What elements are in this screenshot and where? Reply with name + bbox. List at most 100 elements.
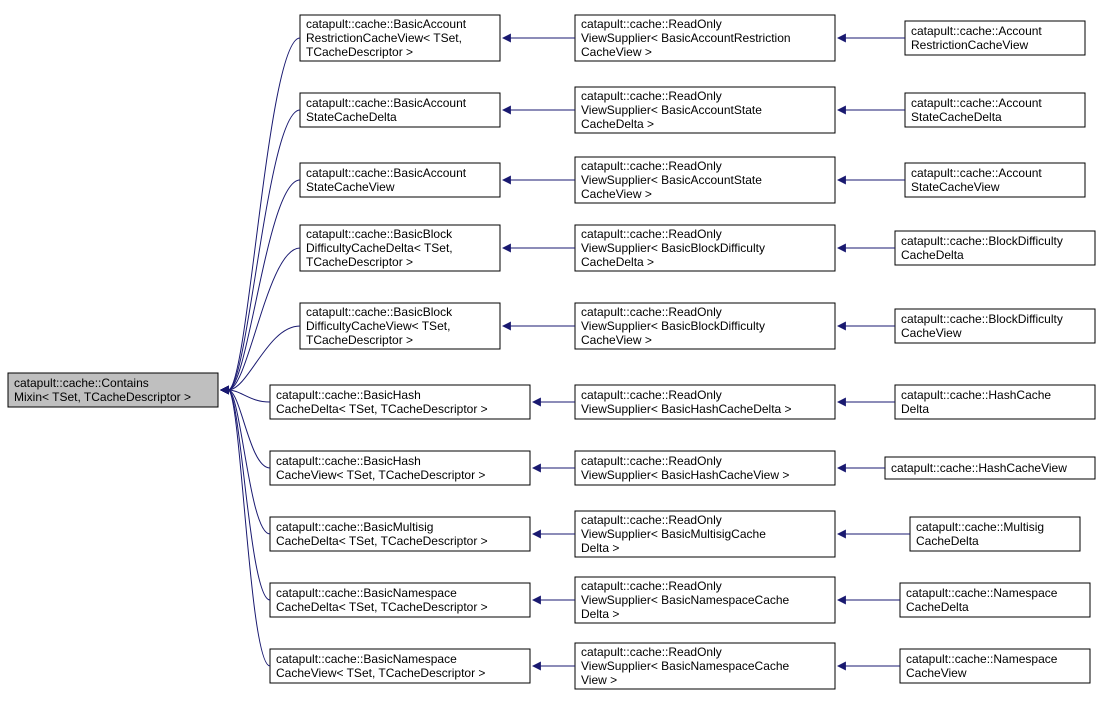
node-l2[interactable]: catapult::cache::AccountStateCacheView <box>905 163 1085 197</box>
node-l1[interactable]: catapult::cache::AccountStateCacheDelta <box>905 93 1085 127</box>
node-label: RestrictionCacheView <box>911 38 1028 52</box>
node-label: catapult::cache::Account <box>911 166 1042 180</box>
node-label: catapult::cache::BasicHash <box>276 454 421 468</box>
node-label: StateCacheView <box>306 180 395 194</box>
node-r2[interactable]: catapult::cache::ReadOnlyViewSupplier< B… <box>575 157 835 203</box>
node-label: catapult::cache::BasicAccount <box>306 166 467 180</box>
node-b7[interactable]: catapult::cache::BasicMultisigCacheDelta… <box>270 517 530 551</box>
node-label: catapult::cache::BasicMultisig <box>276 520 433 534</box>
node-label: Delta > <box>581 541 619 555</box>
node-label: StateCacheDelta <box>306 110 397 124</box>
node-b8[interactable]: catapult::cache::BasicNamespaceCacheDelt… <box>270 583 530 617</box>
node-b9[interactable]: catapult::cache::BasicNamespaceCacheView… <box>270 649 530 683</box>
node-label: catapult::cache::BlockDifficulty <box>901 312 1063 326</box>
node-r0[interactable]: catapult::cache::ReadOnlyViewSupplier< B… <box>575 15 835 61</box>
node-label: View > <box>581 673 617 687</box>
node-b2[interactable]: catapult::cache::BasicAccountStateCacheV… <box>300 163 500 197</box>
node-b4[interactable]: catapult::cache::BasicBlockDifficultyCac… <box>300 303 500 349</box>
node-r8[interactable]: catapult::cache::ReadOnlyViewSupplier< B… <box>575 577 835 623</box>
node-label: ViewSupplier< BasicAccountState <box>581 173 762 187</box>
node-l6[interactable]: catapult::cache::HashCacheView <box>885 457 1095 479</box>
node-label: CacheDelta< TSet, TCacheDescriptor > <box>276 402 488 416</box>
node-label: TCacheDescriptor > <box>306 333 413 347</box>
node-label: catapult::cache::BasicHash <box>276 388 421 402</box>
node-label: catapult::cache::ReadOnly <box>581 227 722 241</box>
node-r3[interactable]: catapult::cache::ReadOnlyViewSupplier< B… <box>575 225 835 271</box>
node-label: ViewSupplier< BasicAccountState <box>581 103 762 117</box>
node-label: catapult::cache::Account <box>911 96 1042 110</box>
node-l8[interactable]: catapult::cache::NamespaceCacheDelta <box>900 583 1090 617</box>
node-label: StateCacheDelta <box>911 110 1002 124</box>
node-label: StateCacheView <box>911 180 1000 194</box>
node-label: CacheDelta <box>906 600 969 614</box>
node-label: CacheDelta <box>916 534 979 548</box>
node-b5[interactable]: catapult::cache::BasicHashCacheDelta< TS… <box>270 385 530 419</box>
node-label: ViewSupplier< BasicNamespaceCache <box>581 593 790 607</box>
node-r6[interactable]: catapult::cache::ReadOnlyViewSupplier< B… <box>575 451 835 485</box>
node-label: catapult::cache::Multisig <box>916 520 1044 534</box>
node-label: catapult::cache::ReadOnly <box>581 645 722 659</box>
node-label: ViewSupplier< BasicHashCacheDelta > <box>581 402 792 416</box>
node-l0[interactable]: catapult::cache::AccountRestrictionCache… <box>905 21 1085 55</box>
node-l7[interactable]: catapult::cache::MultisigCacheDelta <box>910 517 1080 551</box>
node-label: catapult::cache::BlockDifficulty <box>901 234 1063 248</box>
node-label: CacheDelta< TSet, TCacheDescriptor > <box>276 534 488 548</box>
node-l3[interactable]: catapult::cache::BlockDifficultyCacheDel… <box>895 231 1095 265</box>
node-label: Delta <box>901 402 929 416</box>
node-label: ViewSupplier< BasicAccountRestriction <box>581 31 791 45</box>
node-label: catapult::cache::Contains <box>14 376 149 390</box>
node-b0[interactable]: catapult::cache::BasicAccountRestriction… <box>300 15 500 61</box>
node-r5[interactable]: catapult::cache::ReadOnlyViewSupplier< B… <box>575 385 835 419</box>
node-label: CacheDelta > <box>581 255 654 269</box>
node-label: CacheDelta< TSet, TCacheDescriptor > <box>276 600 488 614</box>
node-r9[interactable]: catapult::cache::ReadOnlyViewSupplier< B… <box>575 643 835 689</box>
node-label: catapult::cache::ReadOnly <box>581 17 722 31</box>
node-label: catapult::cache::ReadOnly <box>581 388 722 402</box>
node-l5[interactable]: catapult::cache::HashCacheDelta <box>895 385 1095 419</box>
node-b6[interactable]: catapult::cache::BasicHashCacheView< TSe… <box>270 451 530 485</box>
node-r4[interactable]: catapult::cache::ReadOnlyViewSupplier< B… <box>575 303 835 349</box>
node-label: catapult::cache::HashCache <box>901 388 1051 402</box>
node-label: catapult::cache::HashCacheView <box>891 461 1067 475</box>
node-label: CacheDelta <box>901 248 964 262</box>
node-label: ViewSupplier< BasicHashCacheView > <box>581 468 789 482</box>
node-label: CacheView > <box>581 333 652 347</box>
edge-b9-to-root <box>228 390 270 666</box>
node-label: Mixin< TSet, TCacheDescriptor > <box>14 390 191 404</box>
node-b3[interactable]: catapult::cache::BasicBlockDifficultyCac… <box>300 225 500 271</box>
node-label: catapult::cache::ReadOnly <box>581 159 722 173</box>
node-b1[interactable]: catapult::cache::BasicAccountStateCacheD… <box>300 93 500 127</box>
node-label: CacheView > <box>581 45 652 59</box>
node-l9[interactable]: catapult::cache::NamespaceCacheView <box>900 649 1090 683</box>
node-label: catapult::cache::Namespace <box>906 652 1058 666</box>
inheritance-diagram: catapult::cache::ContainsMixin< TSet, TC… <box>0 0 1101 720</box>
node-r7[interactable]: catapult::cache::ReadOnlyViewSupplier< B… <box>575 511 835 557</box>
node-label: CacheView > <box>581 187 652 201</box>
node-label: TCacheDescriptor > <box>306 45 413 59</box>
node-r1[interactable]: catapult::cache::ReadOnlyViewSupplier< B… <box>575 87 835 133</box>
node-label: CacheView< TSet, TCacheDescriptor > <box>276 468 485 482</box>
node-label: ViewSupplier< BasicBlockDifficulty <box>581 319 765 333</box>
node-label: catapult::cache::BasicAccount <box>306 96 467 110</box>
node-label: CacheView <box>906 666 967 680</box>
node-label: ViewSupplier< BasicMultisigCache <box>581 527 766 541</box>
node-label: catapult::cache::BasicBlock <box>306 227 453 241</box>
edge-b1-to-root <box>228 110 300 390</box>
node-label: catapult::cache::BasicNamespace <box>276 652 457 666</box>
node-label: catapult::cache::ReadOnly <box>581 454 722 468</box>
edge-b0-to-root <box>228 38 300 390</box>
node-label: catapult::cache::Namespace <box>906 586 1058 600</box>
node-label: ViewSupplier< BasicNamespaceCache <box>581 659 790 673</box>
node-label: CacheView< TSet, TCacheDescriptor > <box>276 666 485 680</box>
node-label: catapult::cache::BasicBlock <box>306 305 453 319</box>
edge-b4-to-root <box>228 326 300 390</box>
node-label: catapult::cache::ReadOnly <box>581 579 722 593</box>
node-l4[interactable]: catapult::cache::BlockDifficultyCacheVie… <box>895 309 1095 343</box>
node-label: catapult::cache::BasicNamespace <box>276 586 457 600</box>
node-root[interactable]: catapult::cache::ContainsMixin< TSet, TC… <box>8 373 218 407</box>
node-label: RestrictionCacheView< TSet, <box>306 31 462 45</box>
node-label: DifficultyCacheDelta< TSet, <box>306 241 453 255</box>
node-label: CacheView <box>901 326 962 340</box>
node-label: ViewSupplier< BasicBlockDifficulty <box>581 241 765 255</box>
node-label: catapult::cache::BasicAccount <box>306 17 467 31</box>
